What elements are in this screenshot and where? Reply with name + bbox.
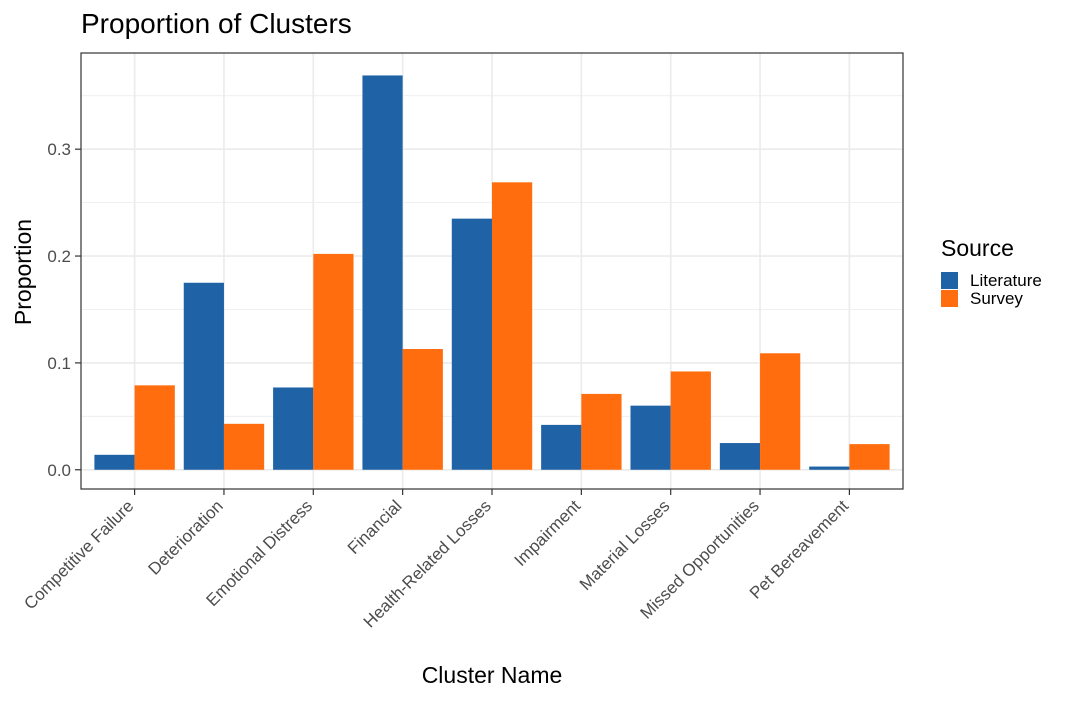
- bar-literature-1: [183, 282, 224, 470]
- bar-literature-2: [273, 387, 314, 470]
- bar-literature-6: [630, 405, 671, 470]
- bar-literature-3: [362, 75, 403, 470]
- chart-title: Proportion of Clusters: [81, 8, 352, 39]
- bar-survey-0: [134, 385, 175, 470]
- bar-survey-4: [492, 182, 533, 470]
- y-tick-label: 0.0: [47, 461, 71, 480]
- bars: [94, 75, 890, 470]
- bar-survey-7: [760, 353, 801, 470]
- bar-literature-7: [719, 443, 761, 470]
- x-tick-label: Deterioration: [145, 496, 227, 578]
- bar-literature-0: [94, 454, 135, 470]
- bar-literature-5: [541, 424, 582, 470]
- legend-key-survey: [941, 290, 958, 307]
- bar-survey-2: [313, 253, 354, 470]
- x-axis-title: Cluster Name: [422, 662, 563, 688]
- y-axis: 0.0 0.1 0.2 0.3: [47, 140, 81, 480]
- bar-survey-1: [223, 423, 265, 470]
- y-tick-label: 0.1: [47, 354, 71, 373]
- legend-label-survey: Survey: [970, 289, 1023, 308]
- bar-literature-4: [451, 218, 492, 470]
- legend-key-literature: [941, 272, 958, 289]
- legend-title: Source: [941, 235, 1014, 261]
- y-tick-label: 0.3: [47, 140, 71, 159]
- y-axis-title: Proportion: [10, 219, 36, 325]
- x-tick-label: Pet Bereavement: [746, 496, 853, 603]
- bar-literature-8: [809, 466, 850, 470]
- x-tick-label: Impairment: [511, 496, 585, 570]
- bar-survey-5: [581, 393, 622, 470]
- bar-survey-3: [402, 349, 443, 470]
- bar-survey-8: [849, 444, 890, 470]
- x-axis: Competitive Failure DeteriorationEmotiona…: [20, 489, 852, 631]
- x-tick-label: Competitive Failure: [20, 496, 137, 613]
- legend-label-literature: Literature: [970, 271, 1042, 290]
- x-tick-label: Financial: [344, 496, 406, 558]
- bar-survey-6: [670, 371, 711, 470]
- x-tick-label: Material Losses: [576, 496, 674, 594]
- y-tick-label: 0.2: [47, 247, 71, 266]
